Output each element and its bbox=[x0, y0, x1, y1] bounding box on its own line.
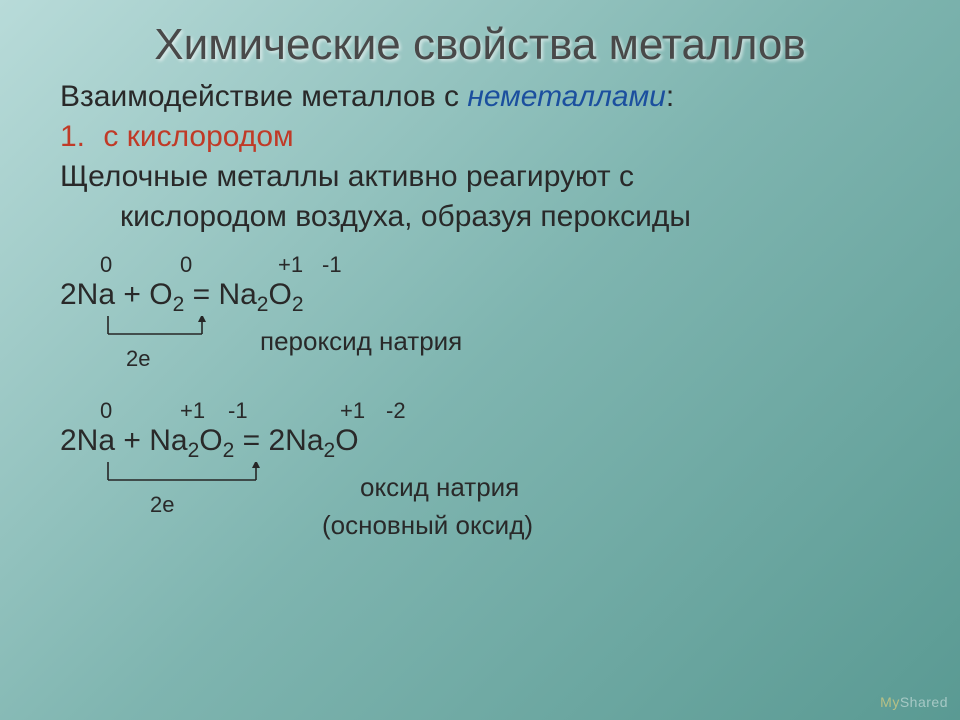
eq2-ox-2: -1 bbox=[228, 398, 248, 424]
item1-number: 1. bbox=[60, 120, 85, 153]
equation-1-row: 0 0 +1 -1 2Na + O2 = Na2O2 bbox=[60, 252, 900, 322]
watermark-rest: Shared bbox=[900, 694, 948, 710]
equation-2: 2Na + Na2O2 = 2Na2O bbox=[60, 424, 359, 463]
list-item-1: 1. с кислородом bbox=[60, 120, 900, 154]
item1-text: с кислородом bbox=[103, 120, 293, 153]
watermark: MyShared bbox=[880, 694, 948, 710]
eq1-annotation: пероксид натрия bbox=[260, 326, 462, 357]
eq1-ox-1: 0 bbox=[180, 252, 192, 278]
eq2-ox-1: +1 bbox=[180, 398, 205, 424]
eq2-annotation-1: оксид натрия bbox=[360, 472, 519, 503]
eq2-annotation-2: (основный оксид) bbox=[322, 510, 533, 541]
eq2-bracket: 2e оксид натрия (основный оксид) bbox=[60, 468, 900, 548]
subtitle-emph: неметаллами bbox=[467, 80, 666, 113]
eq1-e-label: 2e bbox=[126, 346, 150, 372]
subtitle-prefix: Взаимодействие металлов с bbox=[60, 80, 467, 113]
slide-title: Химические свойства металлов bbox=[60, 20, 900, 70]
eq1-ox-3: -1 bbox=[322, 252, 342, 278]
eq1-ox-2: +1 bbox=[278, 252, 303, 278]
equation-2-row: 0 +1 -1 +1 -2 2Na + Na2O2 = 2Na2O bbox=[60, 398, 900, 468]
eq1-bracket: 2e пероксид натрия bbox=[60, 322, 900, 372]
eq2-ox-3: +1 bbox=[340, 398, 365, 424]
para1-line1: Щелочные металлы активно реагируют с bbox=[60, 160, 900, 194]
eq2-e-label: 2e bbox=[150, 492, 174, 518]
eq1-arrow-icon bbox=[80, 316, 280, 356]
eq2-ox-0: 0 bbox=[100, 398, 112, 424]
eq2-arrow-icon bbox=[80, 462, 320, 502]
equation-1: 2Na + O2 = Na2O2 bbox=[60, 278, 304, 317]
eq2-ox-4: -2 bbox=[386, 398, 406, 424]
subtitle: Взаимодействие металлов с неметаллами: bbox=[60, 80, 900, 114]
watermark-my: My bbox=[880, 694, 900, 710]
slide: Химические свойства металлов Взаимодейст… bbox=[0, 0, 960, 720]
para1-line2: кислородом воздуха, образуя пероксиды bbox=[60, 200, 900, 234]
subtitle-colon: : bbox=[666, 80, 674, 113]
eq1-ox-0: 0 bbox=[100, 252, 112, 278]
